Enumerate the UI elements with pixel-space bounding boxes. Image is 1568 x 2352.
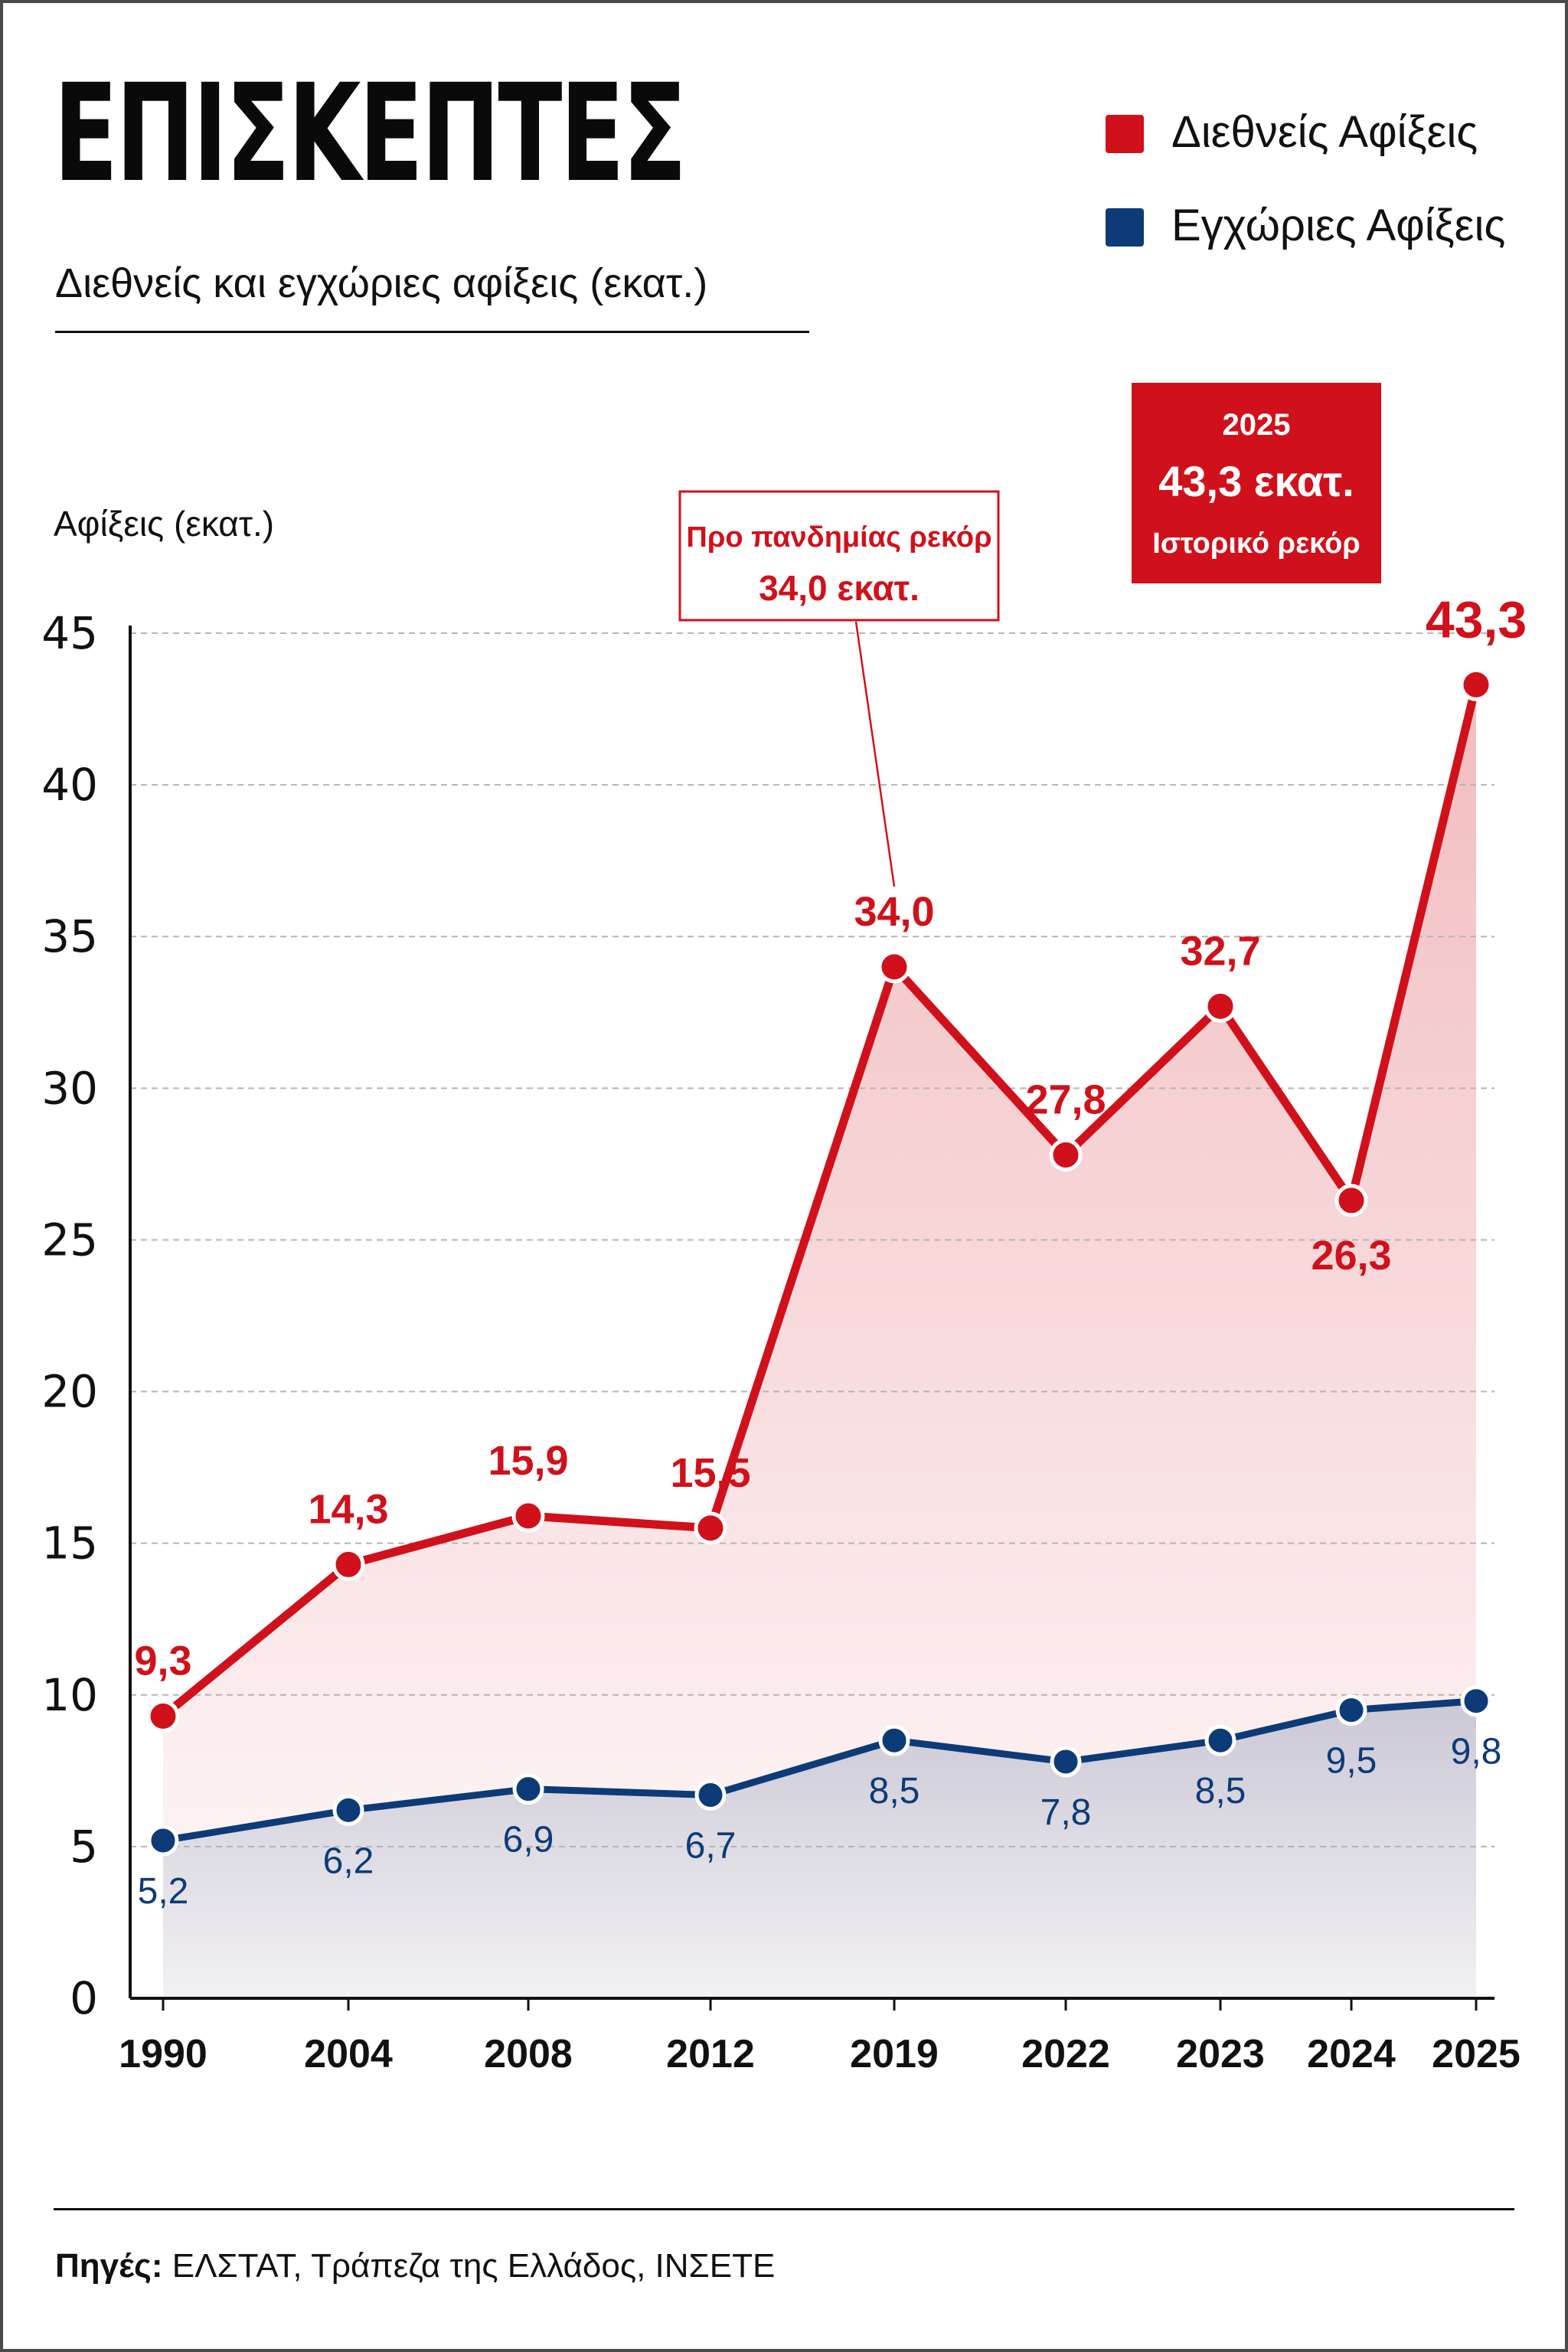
x-tick-label: 2008: [484, 2032, 573, 2076]
data-label-international: 26,3: [1311, 1233, 1391, 1279]
source-note: Πηγές: ΕΛΣΤΑΤ, Τράπεζα της Ελλάδος, ΙΝΣΕ…: [55, 2243, 775, 2289]
x-tick-label: 2025: [1432, 2032, 1521, 2076]
legend-label-domestic: Εγχώριες Αφίξεις: [1171, 201, 1506, 250]
y-tick-label: 5: [70, 1821, 98, 1873]
subtitle-divider: [55, 331, 809, 333]
x-tick-label: 2023: [1176, 2032, 1265, 2076]
legend-label-international: Διεθνείς Αφίξεις: [1171, 107, 1478, 157]
source-label: Πηγές:: [55, 2247, 163, 2285]
y-tick-label: 0: [70, 1972, 98, 2024]
data-label-domestic: 5,2: [138, 1871, 189, 1912]
data-label-international: 15,9: [488, 1438, 568, 1484]
data-label-domestic: 9,8: [1451, 1732, 1502, 1772]
y-tick-label: 20: [41, 1366, 98, 1418]
data-label-domestic: 9,5: [1326, 1741, 1377, 1782]
callout-pre-pandemic-record: Προ πανδημίας ρεκόρ 34,0 εκατ.: [678, 490, 1000, 622]
data-point-domestic: [1050, 1746, 1082, 1778]
callout-leader-pre-pandemic: [854, 621, 896, 887]
callout-box: [1132, 383, 1381, 583]
y-tick-label: 30: [41, 1062, 98, 1114]
legend-swatch-international: [1106, 115, 1144, 153]
data-point-domestic: [694, 1779, 727, 1811]
callout-text-line: 34,0 εκατ.: [759, 568, 920, 608]
area-international: [163, 684, 1476, 1998]
data-label-domestic: 8,5: [1195, 1771, 1246, 1811]
callout-box: [678, 490, 1000, 622]
data-label-domestic: 8,5: [869, 1771, 920, 1811]
page-subtitle: Διεθνείς και εγχώριες αφίξεις (εκατ.): [55, 260, 708, 306]
data-label-domestic: 7,8: [1040, 1792, 1092, 1833]
callout-text-line: Προ πανδημίας ρεκόρ: [686, 521, 991, 554]
y-tick-label: 45: [41, 607, 98, 659]
page-title: ΕΠΙΣΚΕΠΤΕΣ: [54, 55, 687, 212]
data-point-international: [1049, 1138, 1083, 1172]
data-label-international: 9,3: [134, 1638, 191, 1684]
data-label-international: 14,3: [308, 1486, 388, 1532]
data-label-international: 32,7: [1180, 928, 1260, 974]
x-tick-label: 1990: [119, 2032, 207, 2076]
data-point-domestic: [512, 1773, 544, 1805]
data-point-international: [146, 1700, 180, 1733]
data-point-international: [694, 1511, 727, 1545]
data-point-international: [332, 1547, 365, 1581]
y-tick-label: 10: [41, 1669, 98, 1721]
data-point-domestic: [878, 1724, 910, 1756]
data-point-international: [1459, 668, 1493, 701]
legend-swatch-domestic: [1106, 208, 1144, 247]
area-domestic: [163, 1700, 1476, 1998]
data-label-international: 34,0: [854, 889, 934, 935]
y-axis-title: Αφίξεις (εκατ.): [54, 504, 274, 544]
data-point-domestic: [1335, 1694, 1367, 1726]
data-label-domestic: 6,9: [503, 1820, 554, 1860]
data-point-international: [1334, 1184, 1368, 1217]
callout-text-line: Ιστορικό ρεκόρ: [1152, 528, 1361, 560]
y-tick-label: 40: [41, 759, 98, 811]
data-point-domestic: [1204, 1724, 1236, 1756]
data-point-domestic: [332, 1794, 364, 1826]
data-point-international: [511, 1499, 545, 1533]
y-tick-label: 35: [41, 910, 98, 962]
x-tick-label: 2004: [304, 2032, 393, 2076]
x-tick-label: 2019: [850, 2032, 939, 2076]
source-text: ΕΛΣΤΑΤ, Τράπεζα της Ελλάδος, ΙΝΣΕΤΕ: [162, 2247, 776, 2285]
data-point-international: [877, 950, 911, 984]
data-label-domestic: 6,7: [685, 1826, 737, 1867]
data-point-domestic: [1460, 1685, 1492, 1717]
data-label-international: 15,5: [670, 1450, 750, 1496]
data-label-international: 27,8: [1025, 1077, 1106, 1123]
callout-text-line: 2025: [1223, 408, 1291, 442]
y-tick-label: 15: [41, 1517, 98, 1570]
data-label-domestic: 6,2: [323, 1841, 374, 1881]
data-point-domestic: [147, 1824, 179, 1857]
callout-historic-record: 2025 43,3 εκατ. Ιστορικό ρεκόρ: [1132, 383, 1381, 583]
callout-text-line: 43,3 εκατ.: [1158, 457, 1354, 505]
y-tick-label: 25: [41, 1214, 98, 1266]
x-tick-label: 2022: [1021, 2032, 1110, 2076]
data-point-international: [1204, 989, 1237, 1023]
footer-divider: [54, 2208, 1514, 2210]
x-tick-label: 2012: [666, 2032, 755, 2076]
data-label-international: 43,3: [1426, 590, 1527, 648]
x-tick-label: 2024: [1307, 2032, 1396, 2076]
